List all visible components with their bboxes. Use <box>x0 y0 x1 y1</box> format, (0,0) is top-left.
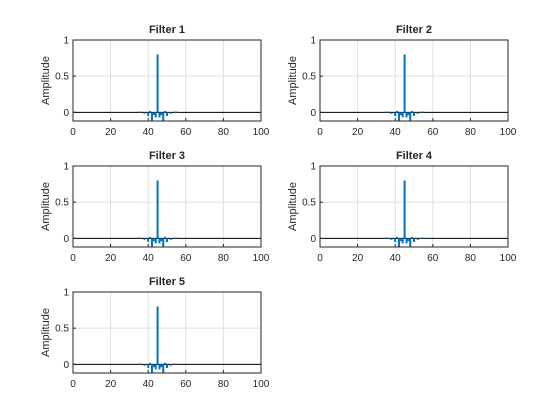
x-tick-label: 20 <box>352 253 364 264</box>
x-tick-label: 60 <box>427 253 439 264</box>
x-tick-label: 20 <box>105 127 117 138</box>
x-tick-label: 0 <box>317 127 323 138</box>
x-tick-label: 0 <box>70 127 76 138</box>
x-tick-label: 40 <box>143 379 155 390</box>
chart-title: Filter 2 <box>396 24 432 36</box>
x-tick-label: 40 <box>143 253 155 264</box>
y-tick-label: 0.5 <box>55 324 69 335</box>
y-tick-label: 0 <box>63 234 69 245</box>
x-tick-label: 20 <box>352 127 364 138</box>
chart-title: Filter 3 <box>149 150 185 162</box>
x-tick-label: 60 <box>180 379 192 390</box>
y-tick-label: 1 <box>63 36 69 47</box>
y-tick-label: 0 <box>63 108 69 119</box>
axes-box <box>319 165 509 248</box>
x-tick-label: 80 <box>218 379 230 390</box>
y-tick-label: 0.5 <box>55 198 69 209</box>
x-tick-label: 100 <box>253 127 270 138</box>
y-tick-label: 1 <box>63 288 69 299</box>
x-tick-label: 60 <box>180 127 192 138</box>
chart-title: Filter 5 <box>149 276 185 288</box>
subplot-5: 0 20 40 60 80 100 0 0.5 1 Filter 5 Amplitude <box>40 276 270 390</box>
subplot-3: 0 20 40 60 80 100 0 0.5 1 Filter 3 Amplitude <box>40 150 270 264</box>
y-axis-label: Amplitude <box>40 56 52 105</box>
y-axis-label: Amplitude <box>40 308 52 357</box>
x-tick-label: 80 <box>465 253 477 264</box>
x-tick-label: 0 <box>70 379 76 390</box>
x-tick-label: 100 <box>500 253 517 264</box>
y-axis-label: Amplitude <box>40 182 52 231</box>
x-tick-label: 0 <box>317 253 323 264</box>
y-axis-label: Amplitude <box>287 56 299 105</box>
y-tick-label: 0 <box>310 108 316 119</box>
x-tick-label: 40 <box>390 253 402 264</box>
y-tick-label: 1 <box>63 162 69 173</box>
x-tick-label: 80 <box>218 253 230 264</box>
x-tick-label: 100 <box>500 127 517 138</box>
x-tick-label: 40 <box>143 127 155 138</box>
y-tick-label: 1 <box>310 36 316 47</box>
x-tick-label: 60 <box>180 253 192 264</box>
axes-box <box>72 39 262 122</box>
axes-box <box>72 165 262 248</box>
x-tick-label: 80 <box>218 127 230 138</box>
y-tick-label: 0.5 <box>302 198 316 209</box>
x-tick-label: 60 <box>427 127 439 138</box>
chart-title: Filter 4 <box>396 150 433 162</box>
y-tick-label: 0 <box>310 234 316 245</box>
subplot-2: 0 20 40 60 80 100 0 0.5 1 Filter 2 Amplitude <box>287 24 517 138</box>
y-tick-label: 0 <box>63 360 69 371</box>
x-tick-label: 0 <box>70 253 76 264</box>
subplot-1: 0 20 40 60 80 100 0 0.5 1 Filter 1 Amplitude <box>40 24 270 138</box>
x-tick-label: 40 <box>390 127 402 138</box>
x-tick-label: 80 <box>465 127 477 138</box>
axes-box <box>319 39 509 122</box>
x-tick-label: 100 <box>253 253 270 264</box>
x-tick-label: 20 <box>105 253 117 264</box>
subplot-4: 0 20 40 60 80 100 0 0.5 1 Filter 4 Amplitude <box>287 150 517 264</box>
axes-box <box>72 291 262 374</box>
x-tick-label: 20 <box>105 379 117 390</box>
y-tick-label: 1 <box>310 162 316 173</box>
y-tick-label: 0.5 <box>55 72 69 83</box>
y-axis-label: Amplitude <box>287 182 299 231</box>
chart-title: Filter 1 <box>149 24 185 36</box>
y-tick-label: 0.5 <box>302 72 316 83</box>
x-tick-label: 100 <box>253 379 270 390</box>
